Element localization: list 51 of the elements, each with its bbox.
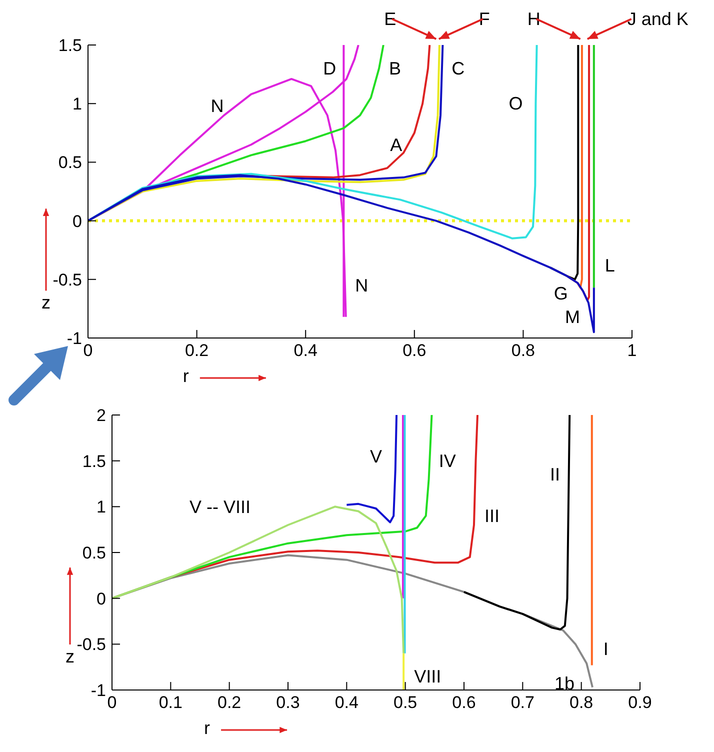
- x-tick-label: 0.4: [334, 693, 358, 712]
- x-axis-title: r: [182, 366, 189, 386]
- y-tick-label: 1.5: [58, 36, 82, 56]
- y-axis-title: z: [42, 292, 50, 313]
- annotation: E: [384, 9, 396, 29]
- x-tick-label: 1: [627, 341, 637, 360]
- annotation: J and K: [627, 9, 688, 29]
- x-tick-label: 0.6: [402, 341, 426, 360]
- y-tick-label: 0.5: [82, 544, 106, 563]
- annotation: V: [370, 446, 382, 466]
- y-tick-label: 1: [72, 94, 82, 114]
- annotation: D: [323, 58, 336, 78]
- annotation: L: [604, 255, 615, 276]
- x-tick-label: 0.4: [294, 341, 318, 360]
- y-tick-label: -0.5: [52, 270, 82, 290]
- x-tick-label: 0.8: [570, 693, 594, 712]
- x-tick-label: 0.2: [218, 693, 242, 712]
- y-tick-label: 0.5: [58, 153, 82, 172]
- y-tick-label: 2: [96, 406, 106, 426]
- y-tick-label: 1.5: [82, 452, 106, 471]
- annotation: C: [452, 58, 465, 78]
- annotation: M: [564, 306, 580, 327]
- annotation: A: [390, 134, 402, 155]
- annotation: III: [484, 506, 500, 526]
- x-tick-label: 0.6: [452, 693, 476, 712]
- annotation: N: [210, 96, 224, 116]
- annotation: B: [389, 58, 402, 78]
- annotation: 1b: [554, 673, 574, 694]
- annotation: V -- VIII: [189, 497, 251, 517]
- annotation: II: [550, 464, 560, 485]
- y-tick-label: -1: [90, 681, 106, 700]
- x-axis-title: r: [204, 718, 210, 738]
- y-tick-label: 0: [72, 212, 82, 231]
- annotation: N: [355, 275, 368, 296]
- x-tick-label: 0.5: [394, 693, 418, 712]
- annotation: IV: [438, 450, 456, 471]
- y-tick-label: -1: [66, 329, 82, 348]
- annotation: VIII: [414, 666, 442, 686]
- annotation: G: [554, 283, 568, 304]
- x-tick-label: 0.9: [628, 693, 652, 712]
- annotation: I: [603, 638, 608, 659]
- y-axis-title: z: [66, 646, 74, 666]
- y-tick-label: 1: [96, 498, 106, 517]
- x-tick-label: 0.8: [511, 341, 536, 360]
- annotation: O: [508, 94, 523, 114]
- x-tick-label: 0.1: [158, 693, 182, 712]
- y-tick-label: -0.5: [76, 635, 106, 654]
- x-tick-label: 0.3: [276, 693, 300, 712]
- y-tick-label: 0: [96, 589, 106, 608]
- x-tick-label: 0.2: [184, 341, 209, 360]
- x-tick-label: 0.7: [510, 693, 534, 712]
